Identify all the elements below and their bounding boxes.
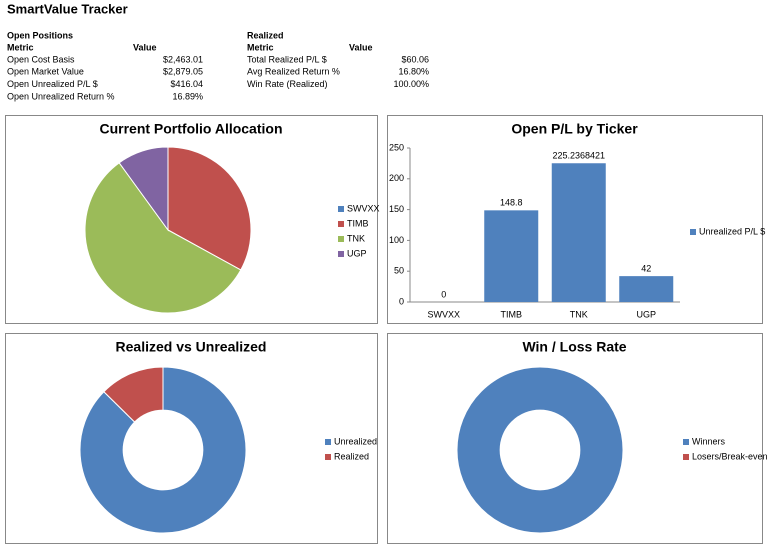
slice: [167, 146, 252, 271]
metric-name: Total Realized P/L $: [247, 54, 327, 64]
legend-swatch: [338, 221, 344, 227]
column-header: Metric: [7, 42, 34, 52]
legend-swatch: [683, 454, 689, 460]
metric-name: Avg Realized Return %: [247, 67, 340, 77]
data-label: 42: [641, 264, 651, 274]
legend-swatch: [338, 251, 344, 257]
x-tick-label: TIMB: [501, 309, 523, 319]
section-title: Open Positions: [7, 30, 73, 40]
legend-label: TIMB: [347, 218, 369, 228]
metric-value: $416.04: [170, 79, 203, 89]
y-tick-label: 50: [394, 266, 404, 276]
legend-swatch: [325, 439, 331, 445]
chart-title: Win / Loss Rate: [522, 339, 626, 355]
chart-panel: Current Portfolio Allocation SWVXX TIMB TNK…: [5, 115, 380, 324]
legend-label: SWVXX: [347, 203, 380, 213]
chart-panel: Realized vs Unrealized Unrealized Realized: [5, 333, 378, 544]
data-label: 225.2368421: [552, 151, 605, 161]
chart-panel: Open P/L by Ticker 0 50 100 150 200 250 SWVXX TI…: [387, 115, 765, 324]
legend-label: UGP: [347, 248, 367, 258]
data-label: 148.8: [500, 198, 523, 208]
legend-swatch: [338, 206, 344, 212]
chart-title: Open P/L by Ticker: [511, 121, 638, 137]
metric-name: Open Cost Basis: [7, 54, 75, 64]
legend-swatch: [338, 236, 344, 242]
legend-swatch: [325, 454, 331, 460]
column-header: Metric: [247, 42, 274, 52]
x-tick-label: TNK: [570, 309, 588, 319]
y-tick-label: 100: [389, 235, 404, 245]
chart-panel: Win / Loss Rate Winners Losers/Break-even: [387, 333, 768, 544]
column-header: Value: [133, 42, 157, 52]
y-tick-label: 250: [389, 142, 404, 152]
page-title: SmartValue Tracker: [7, 1, 128, 16]
legend-label: Unrealized P/L $: [699, 226, 765, 236]
x-tick-label: SWVXX: [427, 309, 460, 319]
legend-label: Unrealized: [334, 436, 377, 446]
bar: [619, 276, 674, 302]
metric-value: 16.89%: [172, 91, 203, 101]
slice: [84, 162, 242, 314]
slice: [103, 366, 164, 423]
slice: [456, 366, 624, 534]
column-header: Value: [349, 42, 373, 52]
section-title: Realized: [247, 30, 284, 40]
legend-label: Winners: [692, 436, 726, 446]
chart-title: Current Portfolio Allocation: [99, 121, 282, 137]
metric-value: 100.00%: [393, 79, 429, 89]
legend-label: TNK: [347, 233, 365, 243]
metric-value: $60.06: [401, 54, 429, 64]
slice: [118, 146, 169, 232]
metric-name: Open Unrealized Return %: [7, 91, 115, 101]
data-label: 0: [441, 289, 446, 299]
metric-value: 16.80%: [398, 67, 429, 77]
legend-swatch: [690, 229, 696, 235]
y-tick-label: 150: [389, 204, 404, 214]
y-tick-label: 0: [399, 296, 404, 306]
legend-label: Losers/Break-even: [692, 451, 768, 461]
x-tick-label: UGP: [636, 309, 656, 319]
legend-label: Realized: [334, 451, 369, 461]
slice: [79, 366, 247, 534]
metric-value: $2,879.05: [163, 67, 203, 77]
bar: [551, 163, 606, 302]
y-tick-label: 200: [389, 173, 404, 183]
metric-name: Win Rate (Realized): [247, 79, 328, 89]
metric-value: $2,463.01: [163, 54, 203, 64]
metric-name: Open Market Value: [7, 67, 84, 77]
legend-swatch: [683, 439, 689, 445]
chart-title: Realized vs Unrealized: [116, 339, 267, 355]
metric-name: Open Unrealized P/L $: [7, 79, 98, 89]
bar: [484, 210, 539, 302]
